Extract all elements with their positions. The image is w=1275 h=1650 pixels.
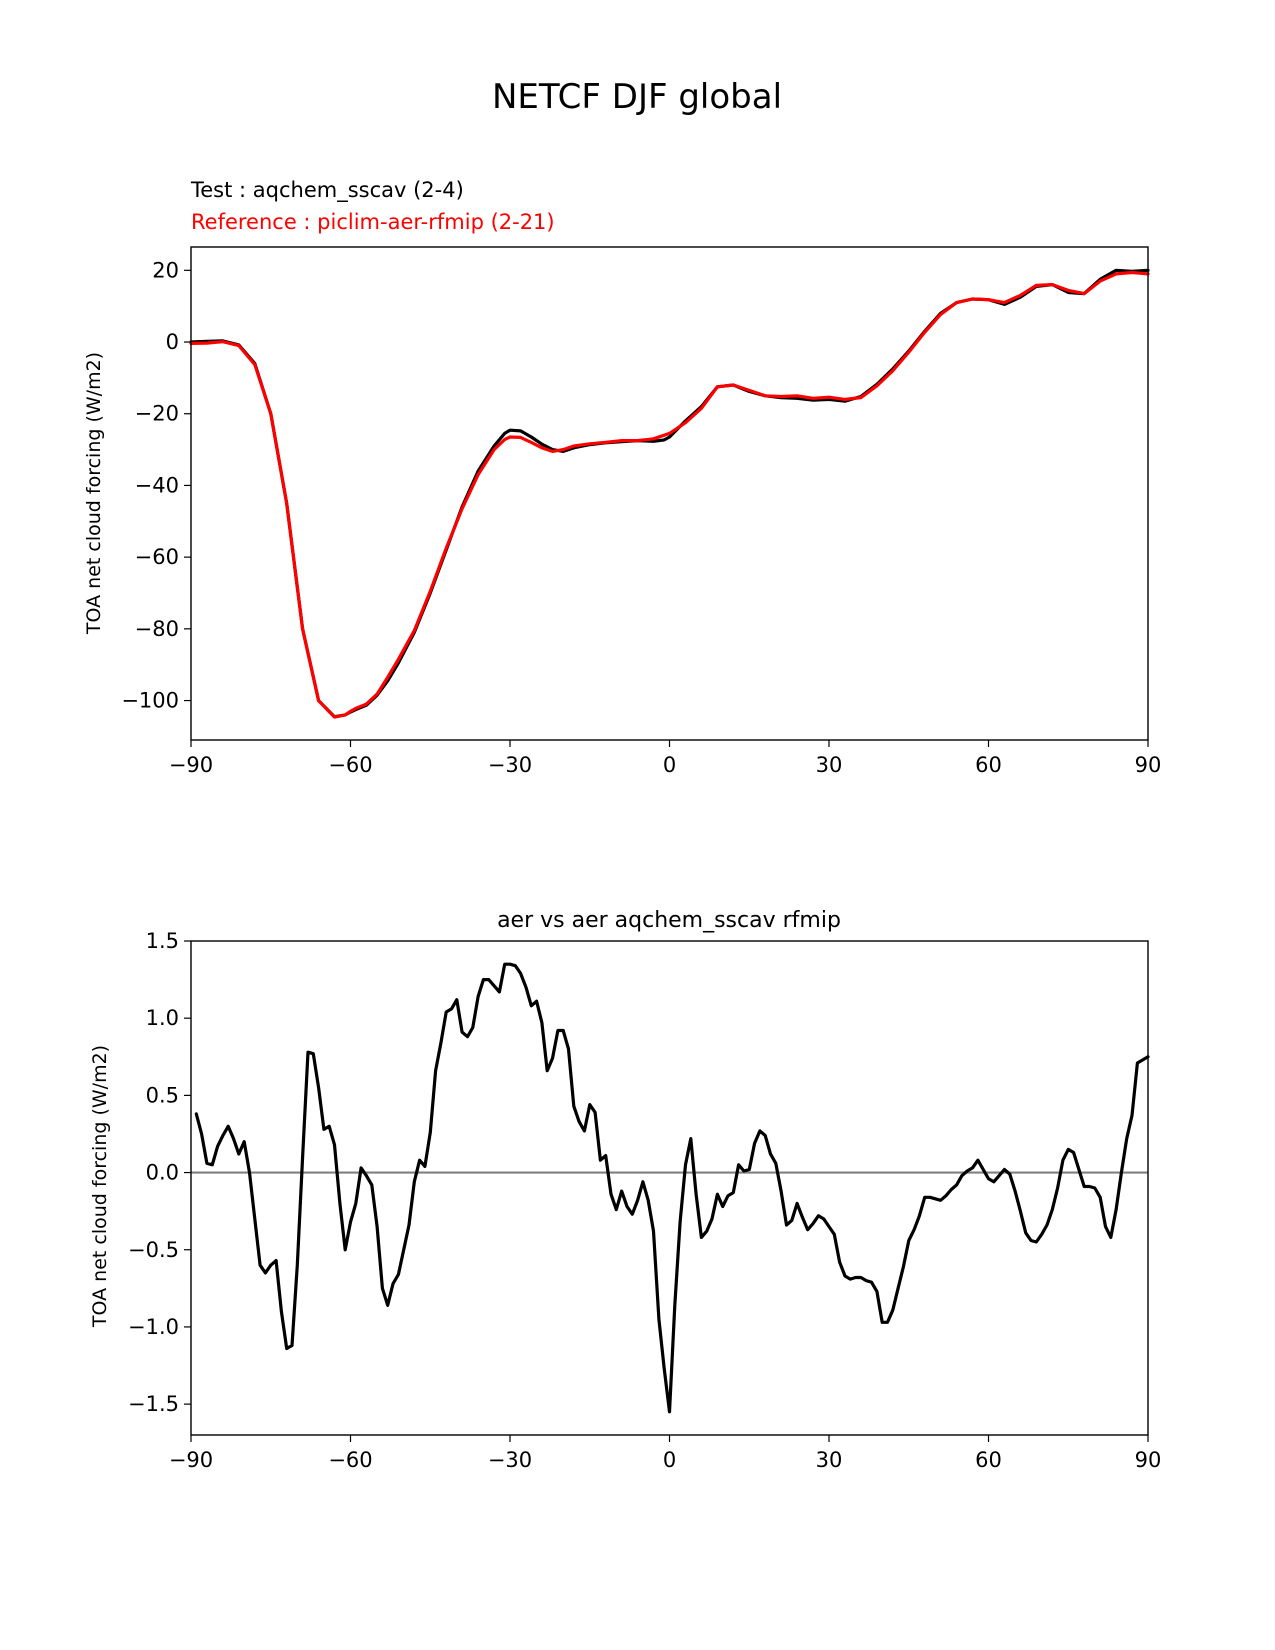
x-tick-label: 60 <box>975 753 1002 777</box>
y-tick-label: −80 <box>135 617 179 641</box>
y-axis-label: TOA net cloud forcing (W/m2) <box>89 1045 111 1328</box>
y-tick-label: −1.0 <box>128 1315 179 1339</box>
x-tick-label: −30 <box>488 753 532 777</box>
y-tick-label: 20 <box>152 258 179 282</box>
figure-title: NETCF DJF global <box>492 77 782 117</box>
x-tick-label: 60 <box>975 1448 1002 1472</box>
x-tick-label: −90 <box>169 1448 213 1472</box>
x-tick-label: 0 <box>663 1448 676 1472</box>
test-series-line <box>189 268 1150 719</box>
y-tick-label: −100 <box>121 689 179 713</box>
x-tick-label: −60 <box>328 1448 372 1472</box>
y-tick-label: 0.0 <box>146 1161 179 1185</box>
x-tick-label: −60 <box>328 753 372 777</box>
x-tick-label: 90 <box>1135 1448 1162 1472</box>
difference-title: aer vs aer aqchem_sscav rfmip <box>497 908 841 933</box>
x-tick-label: 0 <box>663 753 676 777</box>
plot-frame <box>190 246 1149 741</box>
y-tick-label: 1.0 <box>146 1006 179 1030</box>
x-tick-label: −90 <box>169 753 213 777</box>
difference-series-line <box>194 962 1150 1414</box>
y-tick-label: −40 <box>135 473 179 497</box>
x-tick-label: 90 <box>1135 753 1162 777</box>
y-axis-label: TOA net cloud forcing (W/m2) <box>83 352 105 635</box>
panel-difference: aer vs aer aqchem_sscav rfmip TOA net cl… <box>89 908 1161 1472</box>
y-tick-label: −60 <box>135 545 179 569</box>
test-label: Test : aqchem_sscav (2-4) <box>190 178 464 203</box>
y-tick-label: 0 <box>166 330 179 354</box>
plot-frame <box>190 940 1149 1436</box>
panel-zonal-mean: Test : aqchem_sscav (2-4) Reference : pi… <box>83 178 1161 777</box>
y-tick-label: −20 <box>135 402 179 426</box>
x-tick-label: 30 <box>816 1448 843 1472</box>
y-tick-label: −0.5 <box>128 1238 179 1262</box>
y-tick-label: −1.5 <box>128 1392 179 1416</box>
x-tick-label: −30 <box>488 1448 532 1472</box>
reference-series-line <box>189 270 1150 719</box>
x-tick-label: 30 <box>816 753 843 777</box>
y-tick-label: 1.5 <box>146 929 179 953</box>
y-tick-label: 0.5 <box>146 1083 179 1107</box>
reference-label: Reference : piclim-aer-rfmip (2-21) <box>191 210 555 234</box>
